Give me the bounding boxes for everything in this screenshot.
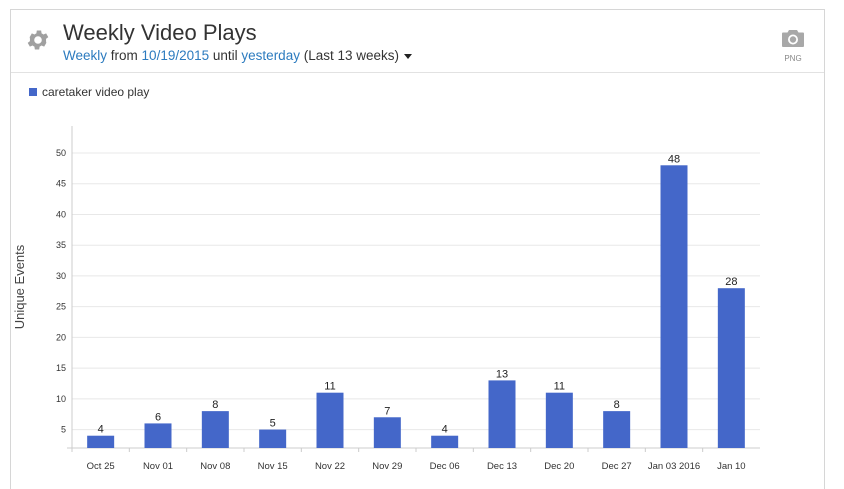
start-date-link[interactable]: 10/19/2015 bbox=[141, 48, 210, 63]
data-label: 7 bbox=[384, 405, 390, 417]
bar bbox=[660, 165, 688, 448]
y-tick-label: 5 bbox=[61, 425, 66, 435]
y-tick-label: 25 bbox=[56, 302, 66, 312]
chart-header: Weekly Video Plays Weekly from 10/19/201… bbox=[11, 10, 824, 73]
data-label: 4 bbox=[98, 424, 104, 436]
legend-swatch bbox=[29, 88, 37, 96]
bar bbox=[316, 392, 344, 448]
x-tick-label: Oct 25 bbox=[87, 461, 115, 472]
bar bbox=[259, 429, 287, 448]
bar bbox=[431, 435, 459, 448]
camera-icon bbox=[782, 30, 804, 47]
bar bbox=[373, 417, 401, 448]
page-title: Weekly Video Plays bbox=[63, 20, 257, 45]
x-tick-label: Dec 06 bbox=[430, 461, 460, 472]
y-tick-label: 40 bbox=[56, 209, 66, 219]
bar bbox=[201, 411, 229, 448]
y-tick-label: 30 bbox=[56, 271, 66, 281]
bar bbox=[144, 423, 172, 448]
export-png-label: PNG bbox=[784, 54, 802, 63]
data-label: 4 bbox=[442, 424, 448, 436]
y-tick-label: 15 bbox=[56, 363, 66, 373]
data-label: 5 bbox=[270, 418, 276, 430]
date-range-selector[interactable]: Weekly from 10/19/2015 until yesterday (… bbox=[63, 48, 413, 63]
chart-legend[interactable]: caretaker video play bbox=[29, 85, 149, 99]
gear-icon[interactable] bbox=[25, 27, 51, 53]
data-label: 28 bbox=[725, 276, 737, 288]
x-tick-label: Nov 15 bbox=[258, 461, 288, 472]
x-tick-label: Dec 13 bbox=[487, 461, 517, 472]
y-tick-label: 20 bbox=[56, 332, 66, 342]
bar bbox=[603, 411, 631, 448]
data-label: 48 bbox=[668, 153, 680, 165]
legend-item-label: caretaker video play bbox=[42, 85, 150, 99]
data-label: 11 bbox=[324, 381, 335, 393]
x-tick-label: Dec 27 bbox=[602, 461, 632, 472]
interval-link[interactable]: Weekly bbox=[63, 48, 108, 63]
y-tick-label: 10 bbox=[56, 394, 66, 404]
data-label: 8 bbox=[614, 399, 620, 411]
x-tick-label: Jan 03 2016 bbox=[648, 461, 700, 472]
data-label: 8 bbox=[212, 399, 218, 411]
bar bbox=[545, 392, 573, 448]
chart-card: Weekly Video Plays Weekly from 10/19/201… bbox=[10, 9, 825, 489]
y-axis-title: Unique Events bbox=[12, 244, 27, 329]
bar bbox=[717, 288, 745, 448]
export-png-button[interactable]: PNG bbox=[780, 28, 806, 63]
bar bbox=[87, 435, 115, 448]
x-tick-label: Nov 29 bbox=[372, 461, 402, 472]
y-tick-label: 45 bbox=[56, 179, 66, 189]
caret-down-icon[interactable] bbox=[404, 53, 413, 59]
x-tick-label: Nov 01 bbox=[143, 461, 173, 472]
until-word: until bbox=[212, 48, 238, 63]
x-tick-label: Jan 10 bbox=[717, 461, 746, 472]
x-tick-label: Nov 22 bbox=[315, 461, 345, 472]
from-word: from bbox=[110, 48, 138, 63]
y-tick-label: 35 bbox=[56, 240, 66, 250]
data-label: 13 bbox=[496, 368, 508, 380]
bar bbox=[488, 380, 516, 448]
end-date-link[interactable]: yesterday bbox=[241, 48, 300, 63]
x-tick-label: Dec 20 bbox=[544, 461, 574, 472]
data-label: 6 bbox=[155, 411, 161, 423]
x-tick-label: Nov 08 bbox=[200, 461, 230, 472]
data-label: 11 bbox=[554, 381, 565, 393]
range-note: (Last 13 weeks) bbox=[303, 48, 400, 63]
y-tick-label: 50 bbox=[56, 148, 66, 158]
